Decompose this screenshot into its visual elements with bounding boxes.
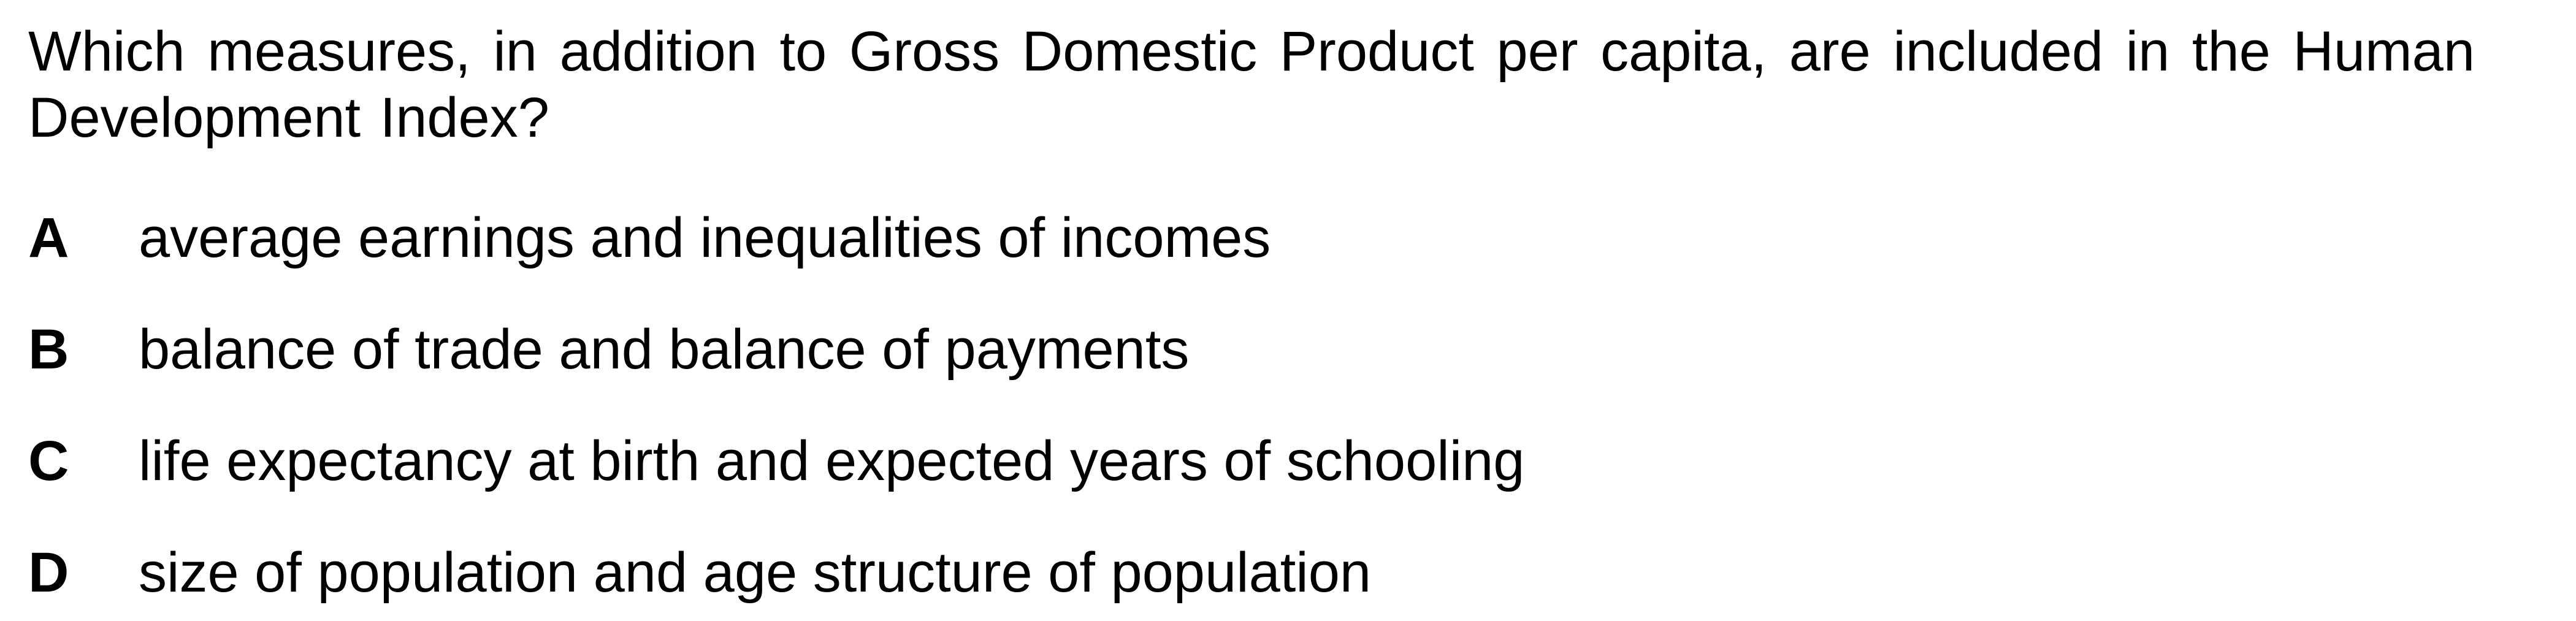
option-letter: A	[28, 207, 69, 269]
option-letter: C	[28, 430, 69, 492]
option-text: balance of trade and balance of payments	[139, 318, 1190, 381]
answer-option-b: B balance of trade and balance of paymen…	[28, 316, 2113, 428]
answer-option-d: D size of population and age structure o…	[28, 539, 2113, 621]
option-letter: B	[28, 318, 69, 381]
answer-option-a: A average earnings and inequalities of i…	[28, 205, 2113, 316]
option-letter: D	[28, 541, 69, 604]
answer-option-c: C life expectancy at birth and expected …	[28, 428, 2113, 539]
option-text: life expectancy at birth and expected ye…	[139, 430, 1525, 492]
question-text: Which measures, in addition to Gross Dom…	[28, 20, 2475, 149]
answer-options-list: A average earnings and inequalities of i…	[28, 205, 2113, 621]
option-text: average earnings and inequalities of inc…	[139, 207, 1271, 269]
option-text: size of population and age structure of …	[139, 541, 1372, 604]
